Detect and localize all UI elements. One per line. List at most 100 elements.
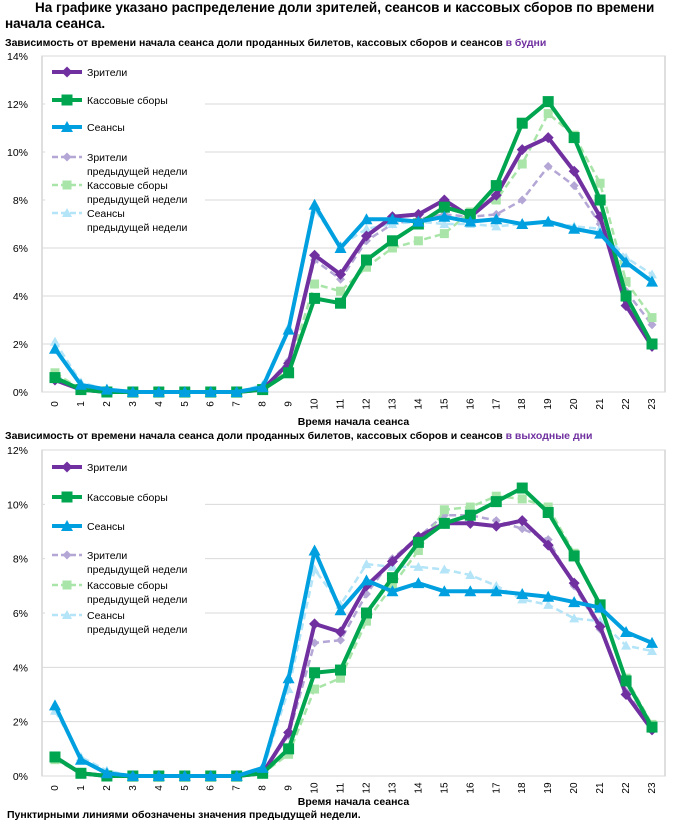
data-point-viewers_prev	[310, 638, 320, 648]
data-point-sessions	[594, 227, 607, 239]
data-point-revenue	[464, 208, 476, 220]
data-point-sessions	[490, 585, 503, 597]
data-point-viewers	[594, 621, 606, 633]
x-tick-label: 20	[569, 782, 580, 794]
legend-item-viewers_prev: Зрители предыдущей недели	[52, 550, 187, 576]
x-tick-label: 12	[361, 398, 372, 410]
data-point-revenue	[49, 372, 61, 384]
data-point-viewers	[464, 517, 476, 529]
legend-swatch-marker	[61, 121, 73, 132]
data-point-revenue_prev	[439, 505, 449, 515]
data-point-viewers	[386, 555, 398, 567]
legend-item-viewers_prev: Зрители предыдущей недели	[52, 152, 187, 178]
x-tick-label: 3	[128, 785, 139, 791]
series-line-sessions_prev	[53, 562, 653, 778]
data-point-revenue	[620, 290, 632, 302]
legend-swatch-marker	[61, 94, 73, 106]
data-point-revenue	[360, 254, 372, 266]
data-point-sessions	[126, 770, 139, 781]
data-point-viewers	[542, 539, 554, 551]
x-tick-label: 15	[439, 782, 450, 794]
data-point-sessions_prev	[361, 223, 372, 233]
data-point-revenue	[386, 235, 398, 247]
data-point-sessions	[438, 585, 451, 597]
data-point-sessions	[646, 636, 659, 648]
weekend-chart: 0%2%4%6%8%10%12%0 1 2 3 4 5 6 7 8 9 10 11 12 13 14 15 16…	[7, 445, 666, 808]
data-point-sessions	[568, 596, 581, 608]
data-point-revenue	[283, 367, 295, 379]
data-point-revenue	[257, 767, 269, 779]
data-point-viewers	[620, 689, 632, 700]
y-tick-label: 10%	[7, 499, 28, 511]
x-tick-label: 11	[336, 398, 347, 409]
x-tick-label: 10	[310, 782, 321, 794]
legend-background	[45, 452, 205, 626]
data-point-revenue	[335, 664, 347, 676]
legend-item-viewers: Зрители	[52, 66, 127, 79]
data-point-sessions_prev	[543, 599, 554, 609]
data-point-sessions	[282, 672, 295, 684]
data-point-sessions	[412, 577, 425, 589]
data-point-revenue	[542, 96, 554, 108]
legend-label: Зрители	[87, 67, 127, 79]
legend-item-sessions: Сеансы	[52, 520, 125, 533]
page-title: На графике указано распределение доли зр…	[5, 0, 655, 31]
x-tick-label: 16	[465, 398, 476, 410]
data-point-sessions_prev	[647, 646, 658, 656]
x-tick-label: 16	[465, 782, 476, 794]
x-tick-label: 22	[621, 782, 632, 794]
chart-2-title-accent: в выходные дни	[505, 430, 593, 442]
x-tick-label: 8	[258, 785, 269, 791]
weekday-chart: 0%2%4%6%8%10%12%14%0 1 2 3 4 5 6 7 8 9 10 11 12 13 14 1…	[7, 51, 666, 428]
chart-2-title-main: Зависимость от времени начала сеанса дол…	[5, 430, 506, 442]
x-tick-label: 9	[284, 401, 295, 407]
x-tick-label: 6	[206, 401, 217, 407]
data-point-sessions	[74, 753, 87, 765]
data-point-viewers	[335, 626, 347, 638]
x-tick-label: 5	[180, 401, 191, 407]
data-point-viewers	[360, 580, 372, 592]
data-point-sessions_prev	[569, 613, 580, 623]
legend-swatch-marker	[61, 461, 73, 473]
y-tick-label: 12%	[7, 99, 28, 111]
data-point-viewers	[568, 165, 580, 177]
data-point-revenue	[283, 743, 295, 755]
data-point-revenue	[438, 517, 450, 529]
data-point-revenue	[438, 201, 450, 213]
legend-label: Кассовые сборы	[87, 95, 168, 107]
x-tick-label: 23	[647, 782, 658, 794]
data-point-sessions	[386, 213, 399, 225]
data-point-sessions	[464, 215, 477, 227]
legend-label-sub: предыдущей недели	[87, 594, 187, 606]
x-tick-label: 2	[102, 401, 113, 407]
data-point-sessions	[308, 198, 321, 210]
legend-label: Зрители	[87, 152, 127, 164]
data-point-sessions	[334, 604, 347, 616]
legend-item-sessions_prev: Сеансы предыдущей недели	[52, 208, 187, 234]
data-point-sessions_prev	[621, 640, 632, 650]
data-point-revenue	[516, 117, 528, 129]
data-point-revenue_prev	[439, 229, 449, 239]
y-tick-label: 8%	[13, 554, 28, 566]
data-point-viewers_prev	[517, 195, 527, 205]
x-tick-label: 14	[413, 782, 424, 794]
data-point-sessions	[204, 770, 217, 781]
data-point-viewers_prev	[336, 635, 346, 645]
x-tick-label: 15	[439, 398, 450, 410]
x-tick-label: 7	[232, 785, 243, 791]
data-point-revenue	[386, 572, 398, 584]
x-axis-label: Время начала сеанса	[298, 796, 410, 808]
legend-item-sessions: Сеансы	[52, 121, 125, 134]
legend-swatch-marker	[62, 152, 72, 162]
legend-label-sub: предыдущей недели	[87, 564, 187, 576]
x-tick-label: 22	[621, 398, 632, 410]
series-sessions	[48, 198, 659, 397]
data-point-sessions	[412, 215, 425, 227]
legend-label: Кассовые сборы	[87, 492, 168, 504]
x-tick-label: 14	[413, 398, 424, 410]
legend-background	[45, 58, 205, 225]
data-point-revenue_prev	[621, 277, 631, 287]
data-point-revenue	[646, 338, 658, 350]
data-point-revenue	[490, 180, 502, 192]
data-point-sessions_prev	[647, 269, 658, 279]
